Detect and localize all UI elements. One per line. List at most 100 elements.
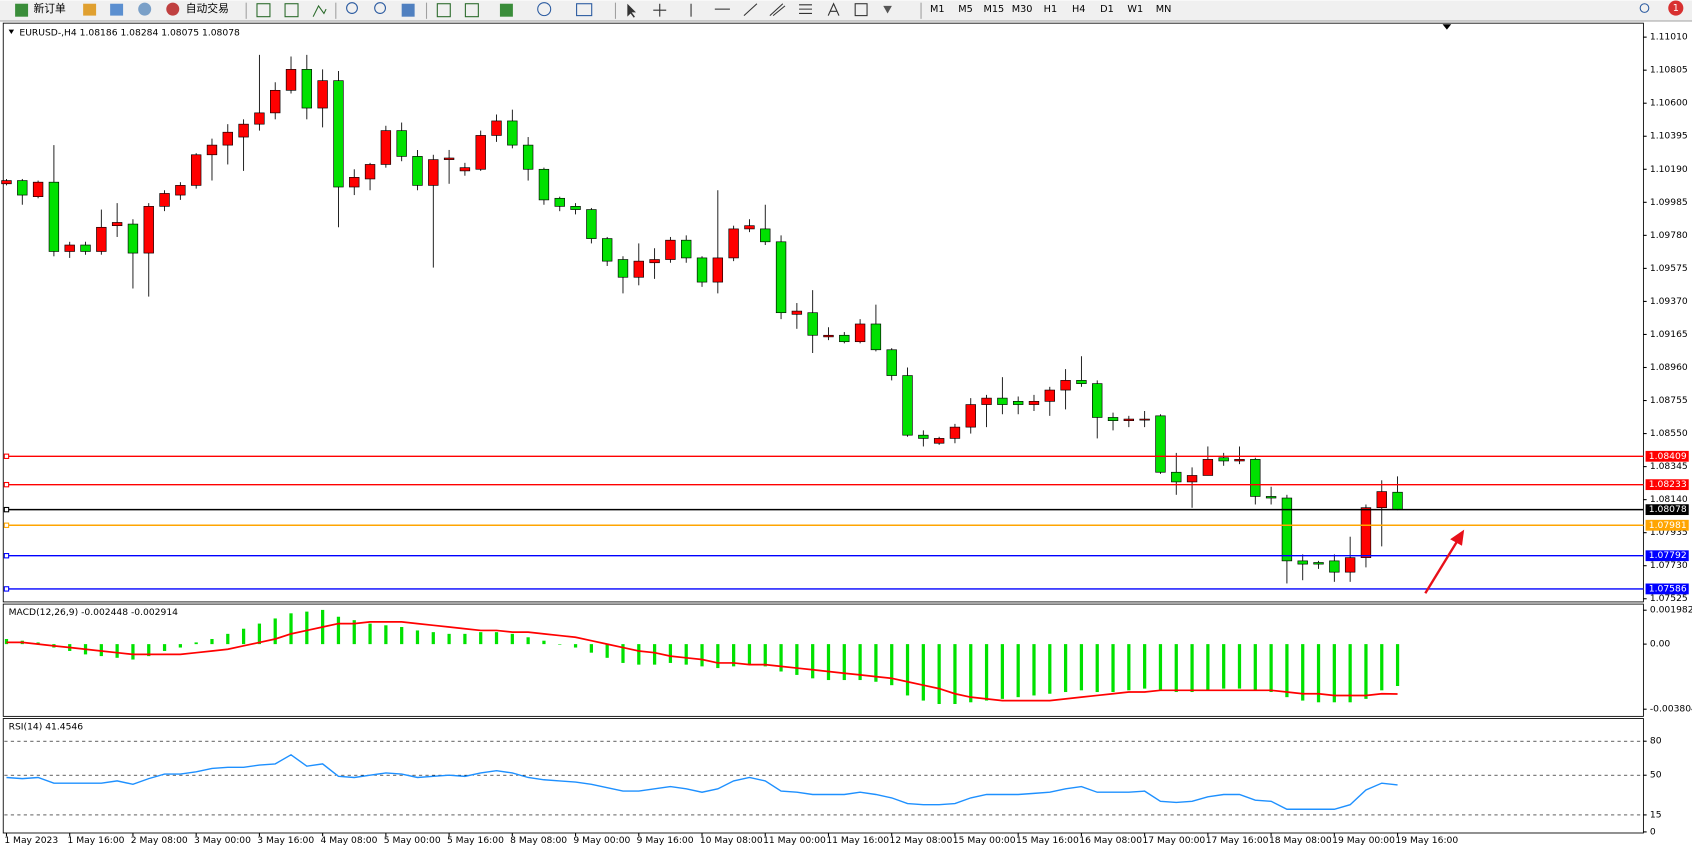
macd-bar: [463, 633, 467, 645]
fibo-icon[interactable]: [799, 4, 812, 14]
zoom-in-icon[interactable]: [346, 2, 358, 14]
price-level-marker: [3, 586, 10, 592]
macd-bar: [921, 644, 925, 701]
candle-body: [412, 156, 423, 186]
macd-bar: [732, 644, 736, 667]
candle-body: [80, 244, 91, 252]
macd-bar: [1253, 644, 1257, 691]
arrows-icon[interactable]: [883, 5, 892, 14]
zoom-out-icon[interactable]: [374, 2, 387, 14]
toolbar-icon[interactable]: [436, 3, 451, 18]
timeframe-button[interactable]: M5: [958, 4, 973, 15]
macd-bar: [621, 644, 625, 663]
candle-body: [823, 334, 834, 338]
candle-body: [712, 257, 724, 283]
price-level-box: [1645, 583, 1689, 595]
price-level-label: 1.08233: [1649, 479, 1687, 490]
x-tick-label: 4 May 08:00: [320, 835, 377, 846]
cursor-icon[interactable]: [627, 3, 636, 18]
y-tick-label: 50: [1650, 770, 1662, 781]
macd-bar: [1016, 644, 1020, 698]
macd-bar: [400, 627, 404, 645]
search-icon[interactable]: [1639, 3, 1650, 13]
candle-body: [32, 181, 44, 198]
candle-body: [1, 180, 12, 185]
y-tick-label: 1.07730: [1650, 560, 1688, 571]
macd-bar: [162, 644, 167, 651]
channel-icon[interactable]: [769, 3, 786, 17]
annotation-arrowhead: [1450, 529, 1465, 546]
chart-type-icon[interactable]: [312, 4, 327, 17]
candle-body: [96, 226, 107, 252]
x-tick-label: 11 May 00:00: [763, 835, 826, 846]
chart-type-icon[interactable]: [284, 3, 299, 18]
text-icon[interactable]: [827, 2, 840, 16]
indicators-icon[interactable]: [499, 3, 513, 17]
macd-bar: [147, 644, 151, 657]
candle-body: [491, 120, 502, 136]
candle-body: [1202, 459, 1214, 476]
macd-bar: [558, 644, 562, 645]
period-icon[interactable]: [537, 2, 552, 17]
timeframe-button[interactable]: MN: [1156, 4, 1172, 15]
candle-body: [285, 69, 297, 91]
timeframe-button[interactable]: W1: [1127, 4, 1143, 15]
macd-bar: [1079, 644, 1084, 691]
macd-bar: [1111, 644, 1115, 693]
y-tick-label: 1.09985: [1650, 197, 1688, 208]
candle-body: [696, 257, 708, 283]
tile-icon[interactable]: [401, 3, 415, 17]
toolbar-icon[interactable]: [83, 3, 97, 16]
auto-trading-icon[interactable]: [166, 2, 180, 16]
label-icon[interactable]: [854, 3, 868, 17]
macd-bar: [194, 642, 198, 645]
candle-body: [1376, 491, 1387, 509]
signal-line: [6, 621, 1398, 702]
candle-body: [1186, 475, 1198, 483]
y-tick-label: 1.08755: [1650, 395, 1688, 406]
price-level-marker: [3, 481, 10, 488]
notification-badge[interactable]: [1668, 0, 1684, 16]
macd-bar: [1269, 644, 1273, 693]
chart-type-icon[interactable]: [256, 3, 271, 18]
timeframe-button[interactable]: H4: [1072, 4, 1085, 15]
candle-body: [475, 135, 486, 170]
crosshair-icon[interactable]: [653, 3, 667, 17]
macd-bar: [763, 644, 767, 667]
macd-bar: [447, 633, 451, 645]
candle-body: [728, 228, 739, 259]
y-tick-label: 1.10600: [1650, 98, 1688, 109]
macd-bar: [573, 644, 578, 648]
y-tick-label: 0: [1650, 826, 1656, 837]
timeframe-button[interactable]: M30: [1012, 4, 1033, 15]
macd-bar: [1000, 644, 1004, 699]
timeframe-button[interactable]: M1: [930, 4, 945, 15]
macd-bar: [1032, 644, 1036, 696]
macd-bar: [526, 637, 530, 645]
new-order-button[interactable]: 新订单: [33, 2, 66, 15]
macd-bar: [969, 644, 973, 703]
candle-body: [301, 69, 313, 109]
candle-body: [554, 197, 565, 207]
toolbar-icon[interactable]: [138, 2, 152, 16]
price-level-box: [1645, 450, 1689, 462]
candle-body: [1281, 497, 1293, 562]
timeframe-button[interactable]: M15: [983, 4, 1004, 15]
candle-body: [459, 167, 471, 172]
x-tick-label: 18 May 08:00: [1269, 835, 1332, 846]
trendline-icon[interactable]: [743, 3, 758, 17]
x-tick-label: 19 May 00:00: [1332, 835, 1395, 846]
candle-body: [949, 426, 961, 439]
macd-bar: [241, 628, 246, 645]
template-icon[interactable]: [576, 3, 593, 17]
toolbar-icon[interactable]: [464, 3, 479, 18]
new-order-icon[interactable]: [15, 3, 29, 17]
price-level-marker: [3, 522, 10, 528]
toolbar-icon[interactable]: [110, 3, 124, 16]
price-level-label: 1.08078: [1649, 504, 1687, 515]
timeframe-button[interactable]: D1: [1100, 4, 1114, 15]
auto-trading-button[interactable]: 自动交易: [186, 2, 229, 15]
macd-bar: [226, 633, 230, 645]
macd-bar: [874, 644, 878, 682]
timeframe-button[interactable]: H1: [1044, 4, 1057, 15]
